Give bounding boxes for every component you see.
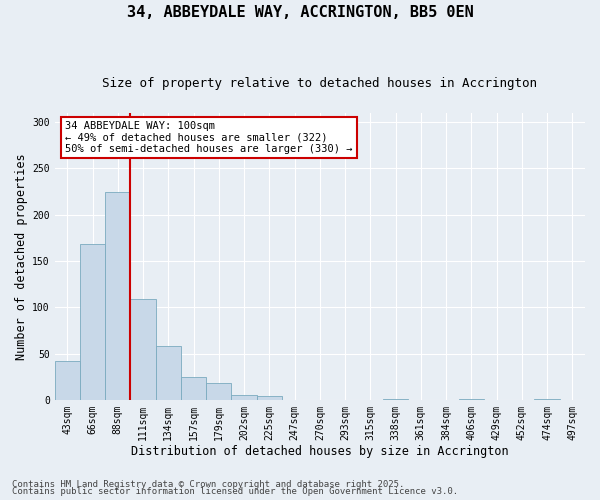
- Y-axis label: Number of detached properties: Number of detached properties: [15, 153, 28, 360]
- Text: 34 ABBEYDALE WAY: 100sqm
← 49% of detached houses are smaller (322)
50% of semi-: 34 ABBEYDALE WAY: 100sqm ← 49% of detach…: [65, 121, 353, 154]
- Bar: [105, 192, 130, 400]
- Bar: [55, 361, 80, 400]
- Bar: [80, 244, 105, 400]
- Bar: [257, 396, 282, 400]
- Bar: [155, 346, 181, 400]
- Bar: [181, 377, 206, 400]
- Bar: [206, 382, 232, 400]
- Text: Contains public sector information licensed under the Open Government Licence v3: Contains public sector information licen…: [12, 488, 458, 496]
- X-axis label: Distribution of detached houses by size in Accrington: Distribution of detached houses by size …: [131, 444, 509, 458]
- Text: 34, ABBEYDALE WAY, ACCRINGTON, BB5 0EN: 34, ABBEYDALE WAY, ACCRINGTON, BB5 0EN: [127, 5, 473, 20]
- Bar: [232, 394, 257, 400]
- Title: Size of property relative to detached houses in Accrington: Size of property relative to detached ho…: [103, 78, 538, 90]
- Text: Contains HM Land Registry data © Crown copyright and database right 2025.: Contains HM Land Registry data © Crown c…: [12, 480, 404, 489]
- Bar: [130, 299, 155, 400]
